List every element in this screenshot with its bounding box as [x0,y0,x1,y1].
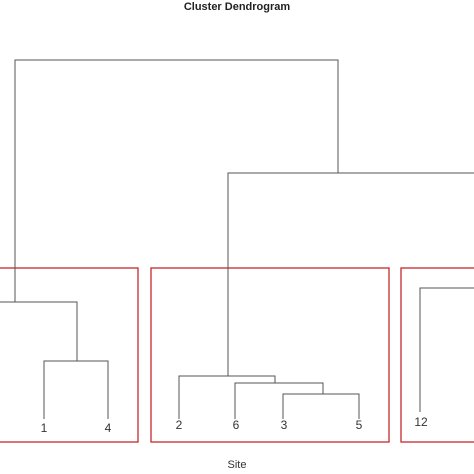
branch-left-top [0,301,78,361]
leaf-label: 1 [41,421,48,435]
branch-root [14,59,339,302]
chart-title: Cluster Dendrogram [183,1,291,13]
branch-12 [419,287,474,412]
cluster-box-middle [150,267,390,443]
cluster-box-right [400,267,474,443]
leaf-label: 5 [356,418,363,432]
leaf-label: 4 [105,421,112,435]
leaf-label: 3 [281,418,288,432]
branch-6-group [234,382,324,419]
branch-middle-right [227,172,474,376]
branch-1-4 [43,360,109,419]
branch-3-5 [282,393,360,419]
leaf-label: 2 [176,418,183,432]
leaf-label: 6 [233,418,240,432]
x-axis-label: Site [227,459,247,471]
cluster-box-left [0,267,139,443]
branch-2-group [178,375,276,419]
leaf-label: 12 [414,415,428,429]
